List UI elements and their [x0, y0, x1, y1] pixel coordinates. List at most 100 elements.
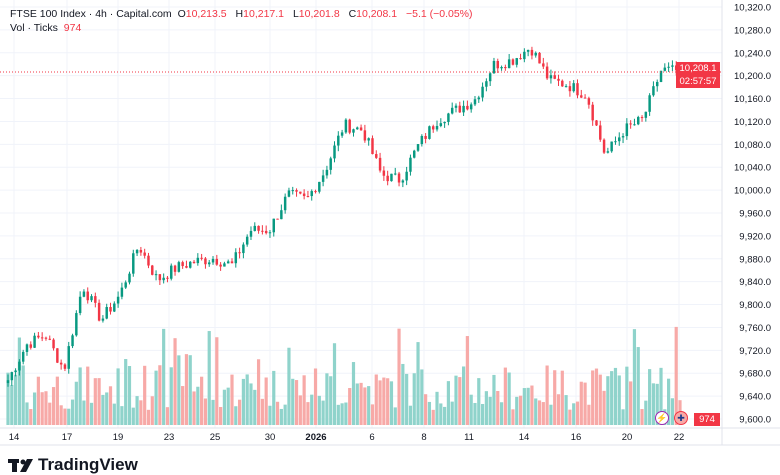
candle	[230, 258, 234, 264]
volume-bar	[629, 381, 633, 425]
candle	[519, 53, 522, 60]
volume-bar	[184, 354, 189, 425]
candle	[348, 118, 351, 135]
volume-bar	[545, 365, 549, 425]
candle-body	[67, 346, 70, 369]
candle-body	[295, 190, 298, 192]
candle	[113, 301, 116, 313]
candle	[318, 181, 321, 194]
lightning-icon[interactable]: ⚡	[655, 411, 669, 425]
volume-bar	[192, 391, 196, 425]
volume-title[interactable]: Vol · Ticks	[10, 22, 58, 34]
last-volume-label: 974	[694, 413, 720, 426]
candle-body	[644, 111, 648, 118]
price-axis[interactable]: 10,320.0 10,280.0 10,240.0 10,200.0 10,160.0…	[734, 3, 771, 426]
candle-body	[629, 123, 632, 125]
candle-body	[485, 81, 488, 87]
time-tick-label: 22	[674, 432, 685, 443]
candle	[375, 150, 378, 159]
volume-bar	[484, 391, 488, 425]
volume-bar	[336, 404, 340, 425]
volume-bar	[44, 391, 48, 425]
candle	[610, 141, 613, 153]
tradingview-logo[interactable]: TradingView	[8, 455, 138, 475]
candle-body	[245, 236, 249, 245]
candle-body	[405, 171, 408, 181]
candle-body	[63, 364, 67, 369]
price-tick-label: 10,280.0	[734, 25, 771, 36]
candle	[238, 247, 241, 259]
candle-body	[29, 344, 33, 348]
volume-bar	[625, 366, 629, 425]
candle-body	[356, 127, 359, 130]
volume-bar	[188, 355, 192, 425]
candle-body	[147, 255, 150, 266]
time-axis[interactable]: 14 17 19 23 25 30 2026 6 8 11 14 16 20 22	[9, 432, 685, 443]
volume-bar	[435, 391, 439, 425]
candle	[504, 64, 507, 71]
candle-body	[162, 277, 165, 281]
candle-body	[648, 95, 651, 112]
candle-body	[553, 75, 556, 79]
volume-bar	[249, 383, 253, 425]
candle-body	[390, 173, 393, 182]
volume-bar	[127, 366, 132, 425]
volume-bar	[82, 400, 86, 425]
volume-bar	[583, 382, 587, 425]
uk-flag-icon[interactable]: ✚	[674, 411, 688, 425]
volume-bar	[108, 386, 113, 425]
volume-bar	[162, 328, 166, 425]
grid-lines	[0, 0, 722, 428]
volume-bar	[355, 383, 359, 425]
candle	[450, 102, 454, 115]
candle	[659, 70, 663, 83]
bar-countdown: 02:57:57	[679, 75, 717, 87]
candle-body	[473, 99, 477, 105]
candle	[242, 242, 245, 259]
candle	[261, 225, 264, 235]
volume-bar	[234, 406, 238, 425]
candle	[431, 124, 435, 133]
volume-bar	[112, 403, 116, 425]
candle-body	[109, 307, 112, 312]
candle	[420, 134, 424, 147]
candle-body	[526, 49, 530, 52]
price-tick-label: 10,120.0	[734, 117, 771, 128]
volume-bar	[17, 337, 21, 425]
volume-bar	[401, 363, 405, 425]
volume-bar	[260, 398, 264, 425]
candle-body	[204, 258, 207, 265]
candle	[507, 54, 511, 69]
candle-body	[135, 249, 139, 254]
candle-body	[564, 86, 568, 88]
candle-body	[75, 313, 78, 336]
candle-body	[534, 52, 537, 56]
candles	[6, 46, 682, 387]
close-value: 10,208.1	[356, 8, 398, 20]
volume-bar	[165, 407, 170, 425]
candle	[264, 225, 268, 235]
candle	[192, 259, 196, 264]
candle-body	[151, 265, 154, 275]
candle-body	[48, 338, 51, 340]
price-tick-label: 9,720.0	[739, 346, 771, 357]
volume-bar	[177, 355, 181, 425]
volume-bar	[424, 394, 428, 425]
symbol-title[interactable]: FTSE 100 Index · 4h · Capital.com	[10, 8, 172, 20]
volume-bar	[378, 380, 382, 425]
candle	[105, 303, 108, 320]
candle	[37, 331, 40, 339]
candle	[447, 112, 450, 126]
candle-body	[348, 119, 351, 133]
volume-bar	[461, 366, 466, 425]
volume-bar	[359, 382, 363, 425]
candle-body	[59, 362, 63, 365]
candle	[63, 363, 67, 372]
candle-body	[538, 52, 541, 64]
candle	[363, 124, 367, 143]
volume-bar	[306, 402, 310, 425]
volume-bar	[351, 362, 356, 425]
volume-bar	[245, 374, 249, 425]
candle-body	[226, 261, 230, 264]
